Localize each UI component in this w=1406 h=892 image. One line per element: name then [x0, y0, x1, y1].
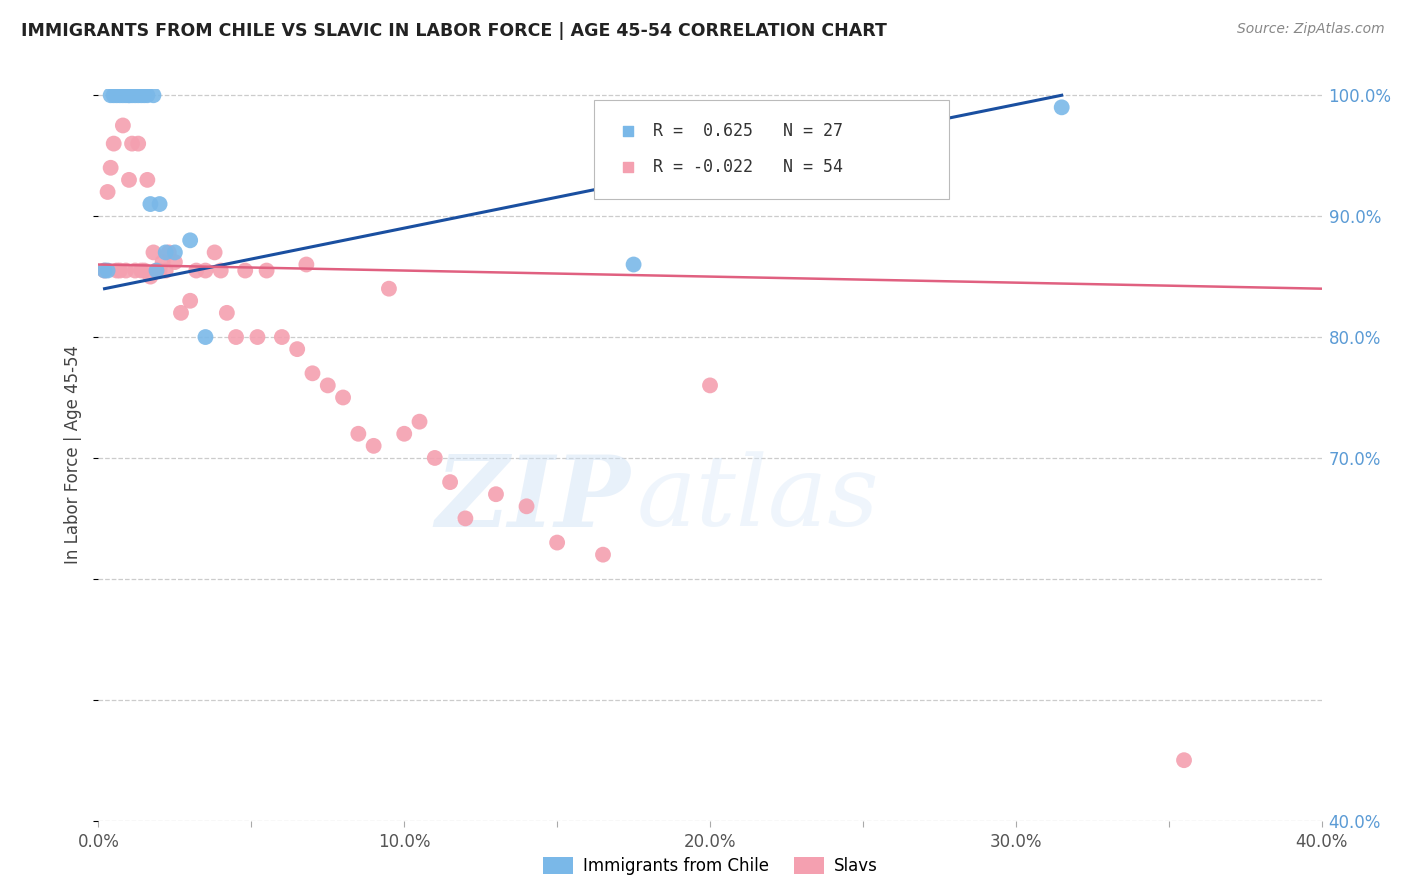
Point: [108, 88, 131, 103]
Point: [118, 88, 141, 103]
Point: [124, 88, 146, 103]
Point: [136, 88, 159, 103]
Point: [347, 426, 370, 441]
Point: [912, 149, 935, 163]
Text: R = -0.022   N = 54: R = -0.022 N = 54: [652, 159, 842, 177]
Point: [439, 475, 461, 489]
Point: [93, 263, 115, 277]
Point: [186, 263, 208, 277]
Point: [100, 88, 122, 103]
Point: [1050, 100, 1073, 114]
Point: [149, 263, 172, 277]
Point: [134, 88, 156, 103]
Point: [592, 548, 614, 562]
Point: [194, 330, 217, 344]
Text: atlas: atlas: [637, 451, 879, 547]
Point: [699, 378, 721, 392]
Point: [408, 415, 430, 429]
Point: [103, 136, 125, 151]
Point: [155, 263, 177, 277]
Point: [423, 450, 446, 465]
Point: [118, 173, 141, 187]
Point: [485, 487, 508, 501]
Point: [194, 263, 217, 277]
Y-axis label: In Labor Force | Age 45-54: In Labor Force | Age 45-54: [65, 345, 83, 565]
Point: [105, 88, 128, 103]
Point: [163, 245, 186, 260]
Point: [157, 245, 180, 260]
Point: [134, 263, 156, 277]
Point: [93, 263, 115, 277]
Point: [301, 367, 323, 381]
Point: [118, 88, 141, 103]
Point: [149, 197, 172, 211]
Point: [179, 233, 201, 247]
Point: [108, 263, 131, 277]
Legend: Immigrants from Chile, Slavs: Immigrants from Chile, Slavs: [536, 850, 884, 882]
Text: Source: ZipAtlas.com: Source: ZipAtlas.com: [1237, 22, 1385, 37]
Point: [516, 500, 538, 514]
Point: [115, 88, 138, 103]
Point: [454, 511, 477, 525]
Point: [127, 136, 149, 151]
Point: [129, 263, 152, 277]
Point: [152, 255, 174, 269]
Point: [97, 263, 120, 277]
Point: [127, 88, 149, 103]
Point: [170, 306, 193, 320]
Point: [145, 263, 167, 277]
Point: [124, 263, 146, 277]
Point: [145, 263, 167, 277]
Text: IMMIGRANTS FROM CHILE VS SLAVIC IN LABOR FORCE | AGE 45-54 CORRELATION CHART: IMMIGRANTS FROM CHILE VS SLAVIC IN LABOR…: [21, 22, 887, 40]
Point: [285, 342, 308, 356]
Point: [97, 185, 120, 199]
Point: [100, 161, 122, 175]
Point: [111, 88, 134, 103]
Point: [105, 263, 128, 277]
Point: [233, 263, 256, 277]
Point: [378, 282, 401, 296]
Point: [121, 88, 143, 103]
Point: [225, 330, 247, 344]
Point: [136, 173, 159, 187]
Point: [129, 88, 152, 103]
Point: [209, 263, 232, 277]
Point: [256, 263, 278, 277]
Point: [142, 88, 165, 103]
FancyBboxPatch shape: [593, 100, 949, 199]
Point: [270, 330, 292, 344]
Point: [215, 306, 238, 320]
Point: [142, 245, 165, 260]
Point: [546, 535, 568, 549]
Text: R =  0.625   N = 27: R = 0.625 N = 27: [652, 122, 842, 140]
Point: [295, 258, 318, 272]
Point: [139, 197, 162, 211]
Point: [246, 330, 269, 344]
Point: [103, 88, 125, 103]
Point: [179, 293, 201, 308]
Point: [121, 136, 143, 151]
Point: [139, 269, 162, 284]
Text: ZIP: ZIP: [436, 450, 630, 547]
Point: [204, 245, 226, 260]
Point: [623, 258, 645, 272]
Point: [316, 378, 339, 392]
Point: [115, 263, 138, 277]
Point: [392, 426, 416, 441]
Point: [1173, 753, 1195, 767]
Point: [163, 255, 186, 269]
Point: [111, 119, 134, 133]
Point: [363, 439, 385, 453]
Point: [155, 245, 177, 260]
Point: [332, 391, 354, 405]
